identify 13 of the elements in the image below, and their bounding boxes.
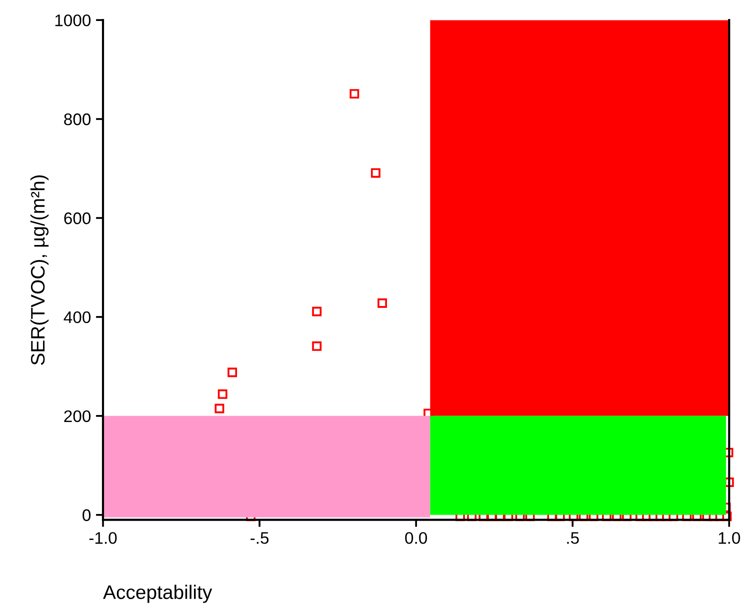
y-tick-label: 400 <box>64 311 91 324</box>
x-tick-label: .5 <box>567 532 579 544</box>
x-axis-title: Acceptability <box>103 584 212 603</box>
y-axis-title: SER(TVOC), µg/(m²h) <box>30 175 49 365</box>
y-tick-label: 600 <box>64 212 91 224</box>
y-tick-label: 800 <box>64 113 91 126</box>
y-tick-label: 0 <box>82 509 91 522</box>
x-tick-label: 0.0 <box>405 532 428 544</box>
x-tick-label: -1.0 <box>89 532 117 544</box>
y-tick-label: 1000 <box>55 14 91 26</box>
x-tick-label: -.5 <box>250 532 269 544</box>
y-tick-label: 200 <box>64 410 91 422</box>
x-tick-label: 1.0 <box>718 532 740 544</box>
